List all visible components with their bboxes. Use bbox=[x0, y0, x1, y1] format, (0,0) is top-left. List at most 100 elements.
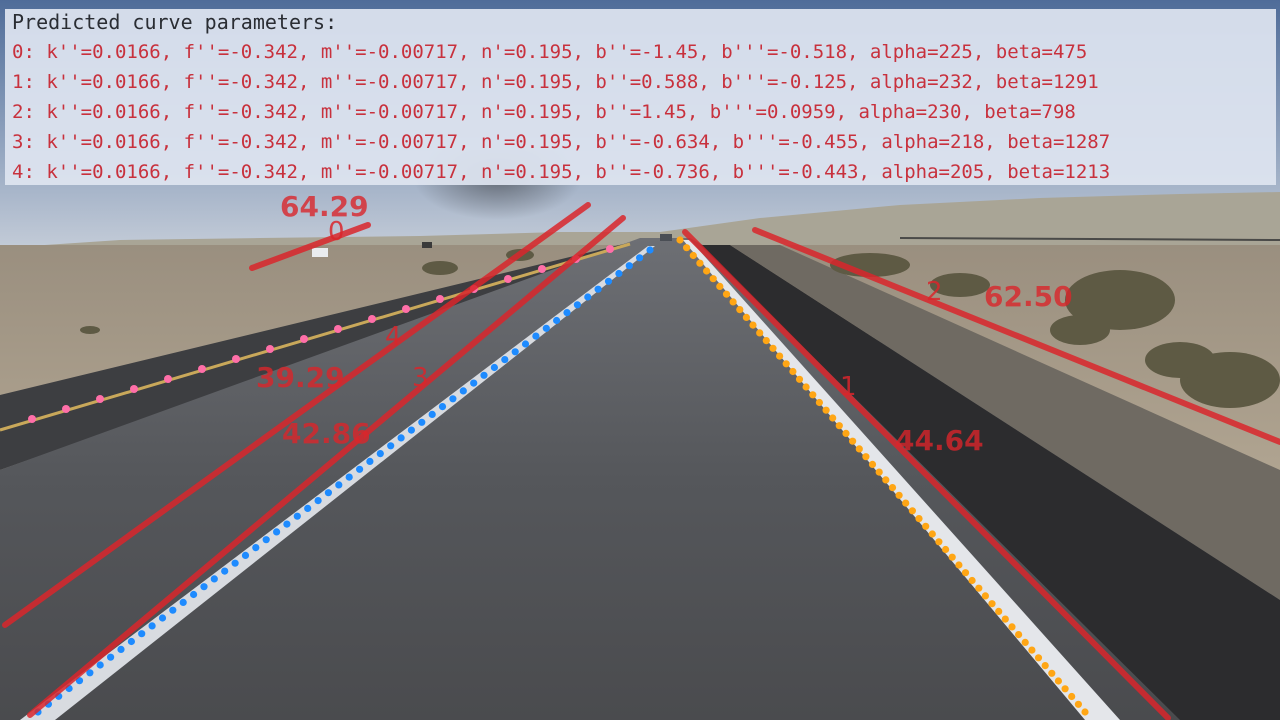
lane-dot bbox=[902, 499, 910, 507]
lane-dot bbox=[449, 395, 457, 403]
lane-dot bbox=[538, 265, 546, 273]
lane-dot bbox=[470, 379, 478, 387]
lane-dot bbox=[908, 507, 917, 515]
lane-dot bbox=[855, 445, 863, 453]
lane-dot bbox=[138, 630, 146, 638]
lane-dot bbox=[1074, 700, 1082, 708]
lane-label-1: 1 bbox=[840, 372, 857, 402]
lane-dot bbox=[802, 383, 810, 391]
lane-dot bbox=[148, 622, 156, 630]
predicted-lane-3 bbox=[27, 215, 626, 718]
lane-dot bbox=[304, 504, 312, 512]
right-dirt-edge bbox=[730, 245, 1280, 600]
lane-score-2: 62.50 bbox=[984, 280, 1073, 313]
lane-dot bbox=[815, 398, 824, 407]
lane-dot bbox=[822, 406, 830, 414]
lane-dot bbox=[438, 403, 447, 411]
lane-dot bbox=[762, 337, 770, 345]
lane-dot bbox=[573, 301, 582, 309]
lane-dot bbox=[1054, 677, 1062, 685]
roadside-shrubs bbox=[80, 249, 1280, 408]
lane-dot bbox=[875, 468, 883, 476]
lane-dot bbox=[314, 497, 322, 505]
lane-dot bbox=[501, 356, 509, 364]
lane-dot bbox=[922, 522, 930, 530]
lane-dot bbox=[553, 316, 561, 325]
lane-dot bbox=[273, 528, 281, 536]
lane-dot bbox=[736, 306, 744, 314]
lane-dot bbox=[521, 340, 530, 348]
lane-dots-right-inner bbox=[676, 236, 1089, 716]
lane-dot bbox=[942, 545, 950, 554]
lane-label-3: 3 bbox=[412, 363, 429, 393]
lane-dot bbox=[722, 290, 731, 298]
lane-dot bbox=[169, 606, 177, 614]
lane-dot bbox=[829, 414, 837, 422]
lane-dot bbox=[809, 391, 817, 399]
lane-dot bbox=[948, 553, 956, 561]
lane-score-0: 64.29 bbox=[280, 190, 369, 223]
lane-dot bbox=[615, 269, 623, 278]
lane-dot bbox=[689, 251, 697, 260]
lane-dot bbox=[636, 254, 644, 262]
lane-dot bbox=[988, 600, 996, 608]
lane-dot bbox=[935, 538, 943, 546]
predicted-lane-4 bbox=[2, 202, 591, 628]
lane-dot bbox=[756, 329, 764, 337]
lane-dot bbox=[968, 576, 976, 585]
lane-dot bbox=[210, 575, 218, 583]
lane-dot bbox=[459, 387, 467, 395]
param-line-4: 4: k''=0.0166, f''=-0.342, m''=-0.00717,… bbox=[12, 161, 1111, 183]
lane-dot bbox=[1048, 669, 1056, 677]
lane-dot bbox=[407, 426, 415, 434]
lane-dot bbox=[504, 275, 512, 283]
lane-dot bbox=[995, 607, 1003, 616]
lane-dot bbox=[955, 561, 963, 569]
lane-dot bbox=[402, 305, 410, 313]
lane-label-0: 0 bbox=[328, 217, 345, 247]
lane-dot bbox=[915, 515, 923, 523]
lane-dot bbox=[961, 569, 970, 577]
lane-dot bbox=[716, 282, 724, 290]
lane-dot bbox=[28, 415, 36, 423]
lane-dot bbox=[117, 645, 125, 654]
lane-dot bbox=[107, 653, 115, 661]
lane-dot bbox=[676, 236, 684, 244]
lane-dot bbox=[584, 293, 592, 301]
lane-dot bbox=[532, 332, 540, 340]
lane-dot bbox=[397, 434, 405, 442]
lane-dot bbox=[356, 465, 364, 473]
lane-dot bbox=[604, 277, 613, 285]
lane-dot bbox=[835, 422, 843, 430]
lane-dot bbox=[428, 410, 436, 418]
lane-dot bbox=[127, 637, 135, 646]
lane-dot bbox=[563, 309, 571, 317]
lane-dot bbox=[1008, 623, 1016, 631]
lane-dot bbox=[842, 429, 850, 437]
param-line-1: 1: k''=0.0166, f''=-0.342, m''=-0.00717,… bbox=[12, 71, 1099, 93]
lane-dot bbox=[232, 355, 240, 363]
lane-dot bbox=[418, 418, 426, 426]
lane-dot bbox=[1028, 646, 1036, 654]
road-surface bbox=[0, 238, 1280, 720]
predicted-lane-2 bbox=[752, 227, 1280, 445]
lane-dot bbox=[368, 315, 376, 323]
lane-dot bbox=[164, 375, 172, 383]
lane-dot bbox=[231, 559, 239, 567]
lane-dot bbox=[882, 476, 890, 484]
right-rumble-strip bbox=[700, 245, 1280, 720]
lane-dot bbox=[1034, 654, 1043, 662]
lane-dot bbox=[200, 583, 208, 591]
lane-dot bbox=[1041, 662, 1049, 670]
lane-dot bbox=[928, 530, 936, 538]
predicted-lane-1 bbox=[682, 229, 1171, 720]
right-fence bbox=[899, 237, 1280, 241]
lane-dot bbox=[895, 491, 903, 499]
lane-dot bbox=[490, 363, 498, 372]
lane-score-4: 39.29 bbox=[256, 361, 345, 394]
lane-dot bbox=[1001, 615, 1009, 623]
lane-dot bbox=[252, 544, 260, 552]
lane-dot bbox=[130, 385, 138, 393]
lane-dot bbox=[96, 395, 104, 403]
